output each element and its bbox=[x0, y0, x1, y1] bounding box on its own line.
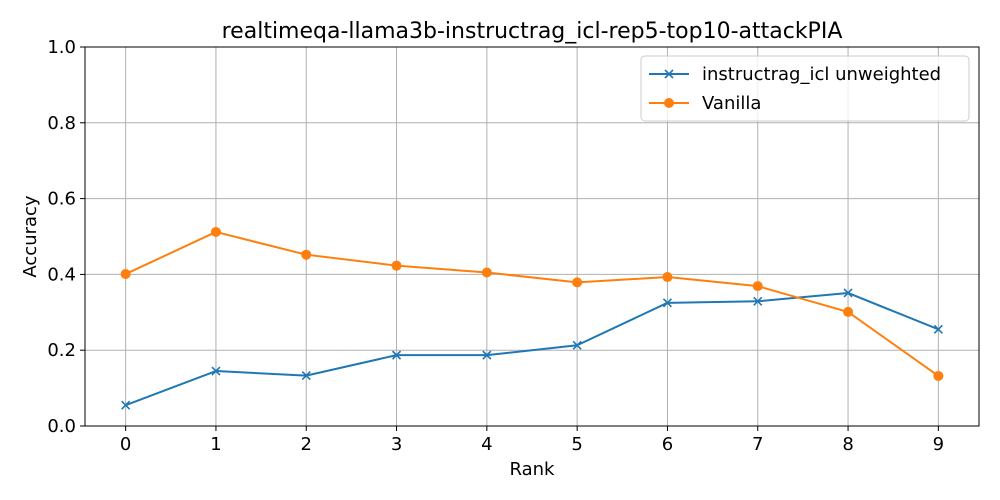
data-point bbox=[301, 371, 311, 381]
x-tick-label: 2 bbox=[301, 434, 312, 455]
data-point bbox=[211, 366, 221, 376]
series-line bbox=[125, 230, 939, 377]
x-tick-label: 4 bbox=[481, 434, 492, 455]
y-tick-label: 0.4 bbox=[47, 264, 76, 285]
legend-item: Vanilla bbox=[649, 93, 761, 114]
x-tick-label: 7 bbox=[752, 434, 763, 455]
series-0 bbox=[121, 288, 943, 410]
plot-frame bbox=[84, 46, 980, 427]
x-tick-label: 8 bbox=[842, 434, 853, 455]
data-point bbox=[120, 269, 131, 280]
legend-label: instructrag_icl unweighted bbox=[702, 64, 941, 85]
y-axis-label: Accuracy bbox=[20, 195, 41, 278]
y-tick-label: 0.8 bbox=[47, 113, 76, 134]
series-1 bbox=[120, 226, 944, 381]
y-tick-label: 0.2 bbox=[47, 340, 76, 361]
data-point bbox=[391, 350, 402, 360]
legend-marker bbox=[664, 98, 674, 108]
data-point bbox=[753, 296, 763, 306]
series-group bbox=[120, 226, 944, 410]
legend-marker bbox=[664, 69, 674, 79]
y-axis-ticks: 0.0 0.2 0.4 0.6 0.8 1.0 bbox=[47, 37, 85, 437]
legend-label: Vanilla bbox=[702, 93, 761, 114]
data-point bbox=[481, 267, 492, 278]
x-tick-label: 9 bbox=[933, 434, 944, 455]
legend-item: instructrag_icl unweighted bbox=[649, 64, 941, 85]
chart-title: realtimeqa-llama3b-instructrag_icl-rep5-… bbox=[222, 19, 843, 44]
data-point bbox=[933, 324, 943, 334]
y-tick-label: 1.0 bbox=[47, 37, 76, 58]
data-point bbox=[391, 260, 402, 271]
data-point bbox=[933, 370, 944, 381]
x-axis-ticks: 0 1 2 3 4 5 6 7 8 9 bbox=[120, 426, 944, 455]
data-point bbox=[662, 298, 673, 308]
x-tick-label: 3 bbox=[391, 434, 402, 455]
data-point bbox=[843, 288, 853, 298]
data-point bbox=[301, 249, 312, 260]
x-tick-label: 6 bbox=[662, 434, 673, 455]
data-point bbox=[210, 226, 221, 237]
series-line bbox=[125, 291, 939, 407]
data-point bbox=[482, 350, 492, 360]
x-tick-label: 5 bbox=[571, 434, 582, 455]
x-tick-label: 0 bbox=[120, 434, 131, 455]
legend-box bbox=[640, 55, 970, 122]
data-point bbox=[121, 400, 131, 410]
y-tick-label: 0.0 bbox=[47, 416, 76, 437]
legend: instructrag_icl unweighted Vanilla bbox=[640, 55, 970, 122]
data-point bbox=[662, 272, 673, 283]
data-point bbox=[752, 281, 763, 292]
x-tick-label: 1 bbox=[210, 434, 221, 455]
x-axis-label: Rank bbox=[510, 459, 556, 480]
data-point bbox=[572, 340, 582, 350]
y-tick-label: 0.6 bbox=[47, 189, 76, 210]
data-point bbox=[572, 277, 583, 288]
data-point bbox=[843, 306, 854, 317]
